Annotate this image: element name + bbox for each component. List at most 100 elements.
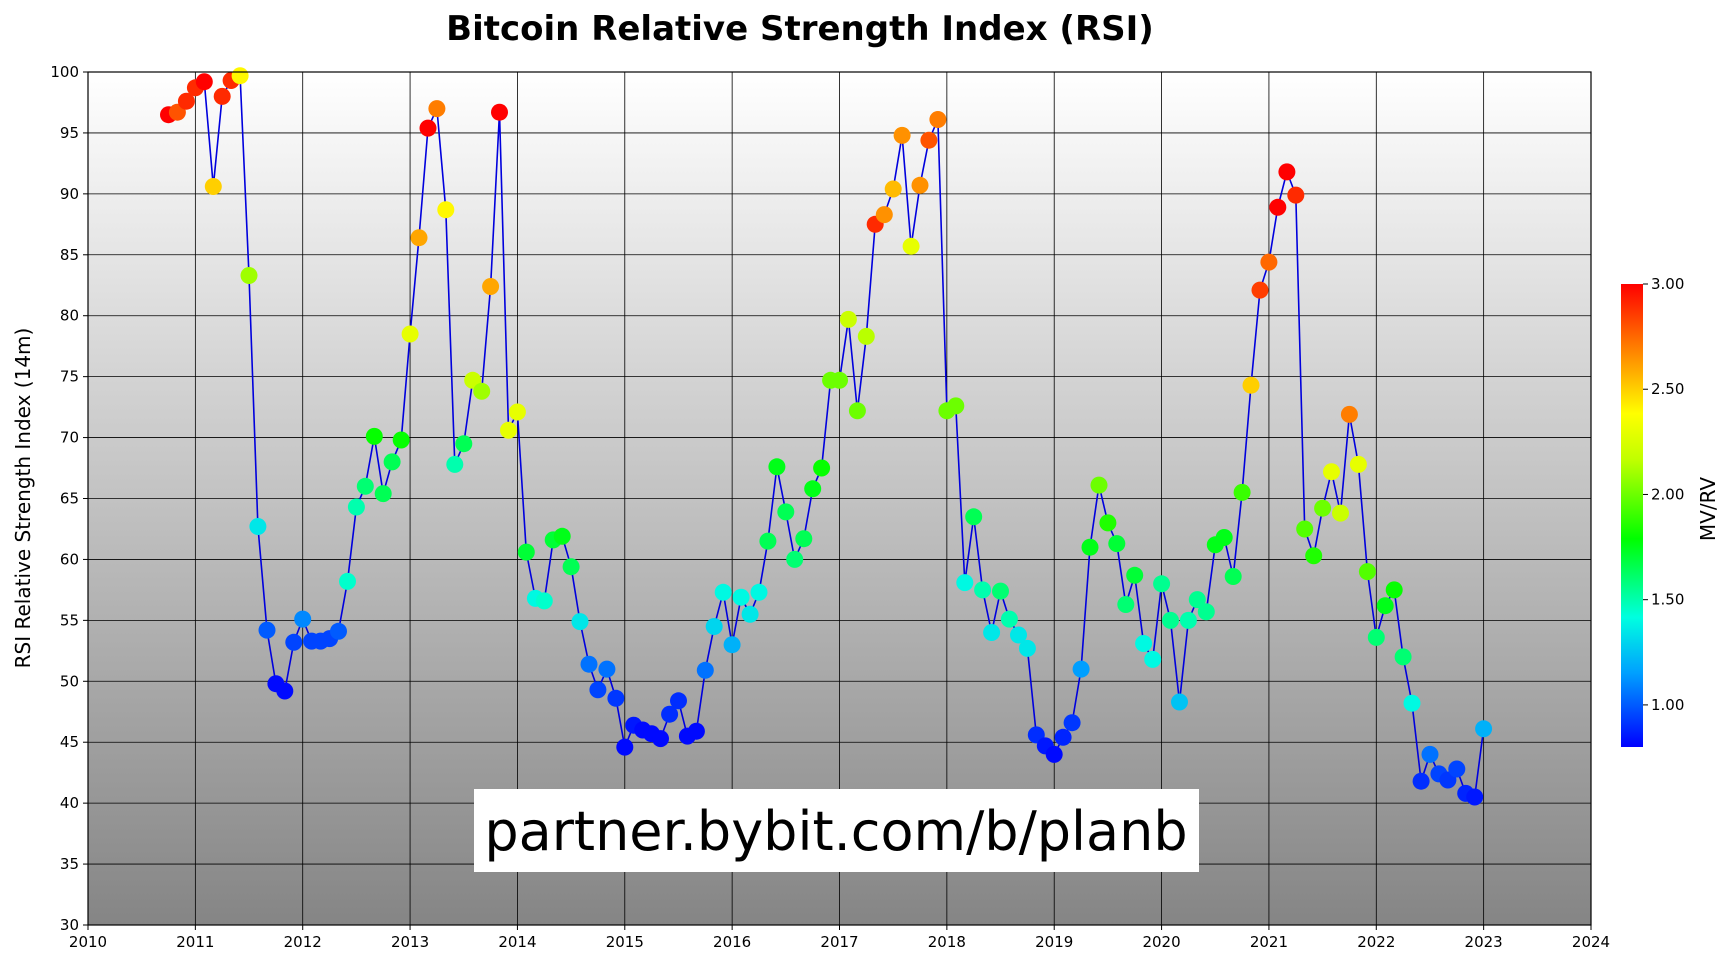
data-point: [1385, 581, 1403, 599]
data-point: [1153, 575, 1171, 593]
data-point: [1367, 628, 1385, 646]
data-point: [1233, 483, 1251, 501]
data-point: [804, 480, 822, 498]
y-axis-label: RSI Relative Strength Index (14m): [11, 328, 35, 669]
data-point: [500, 421, 517, 439]
data-point: [759, 532, 777, 550]
rsi-points: [160, 67, 1493, 806]
data-point: [1403, 694, 1421, 712]
data-point: [285, 633, 303, 651]
data-point: [383, 453, 401, 471]
x-tick-label: 2013: [391, 933, 429, 951]
data-point: [473, 382, 491, 400]
data-point: [1340, 405, 1358, 423]
rsi-line: [168, 74, 1485, 799]
data-point: [249, 518, 267, 535]
data-point: [598, 660, 616, 678]
y-tick-label: 85: [60, 246, 79, 264]
data-point: [231, 67, 249, 85]
x-tick-label: 2011: [176, 933, 214, 951]
data-point: [508, 403, 526, 421]
data-point: [195, 73, 213, 91]
data-point: [839, 310, 857, 328]
data-point: [616, 738, 634, 756]
data-point: [705, 618, 723, 635]
data-point: [1278, 163, 1296, 181]
data-point: [902, 237, 920, 255]
data-point: [1144, 650, 1162, 668]
data-point: [884, 180, 902, 198]
x-tick-label: 2012: [284, 933, 322, 951]
data-point: [777, 503, 795, 521]
data-point: [553, 527, 571, 545]
y-tick-label: 100: [50, 63, 79, 81]
data-point: [1287, 186, 1305, 204]
data-point: [920, 131, 938, 149]
data-point: [294, 610, 312, 628]
data-point: [365, 427, 383, 445]
data-point: [956, 574, 974, 592]
data-point: [1475, 720, 1493, 738]
data-point: [401, 325, 419, 343]
data-point: [831, 371, 848, 389]
colorbar: 1.00 1.50 2.00 2.50 3.00 MV/RV: [1621, 275, 1720, 747]
data-point: [661, 705, 679, 723]
colorbar-tick-label: 3.00: [1651, 275, 1684, 293]
x-tick-label: 2019: [1035, 933, 1073, 951]
data-point: [1072, 660, 1090, 678]
colorbar-tick-label: 2.50: [1651, 380, 1684, 398]
data-point: [374, 485, 392, 503]
data-point: [768, 458, 786, 476]
data-point: [696, 661, 714, 679]
x-tick-label: 2018: [928, 933, 966, 951]
y-tick-label: 80: [60, 307, 79, 325]
data-point: [857, 327, 875, 345]
data-point: [1376, 597, 1394, 615]
y-tick-label: 35: [60, 855, 79, 873]
x-tick-label: 2020: [1142, 933, 1180, 951]
data-point: [1126, 566, 1144, 584]
data-point: [428, 100, 446, 118]
data-point: [1000, 610, 1018, 628]
data-point: [1448, 760, 1466, 778]
data-point: [786, 550, 804, 568]
data-point: [1242, 376, 1260, 394]
data-point: [652, 730, 669, 748]
data-point: [1054, 728, 1072, 746]
y-tick-label: 90: [60, 185, 79, 203]
data-point: [535, 592, 553, 610]
colorbar-tick-label: 1.50: [1651, 591, 1684, 609]
data-point: [1421, 745, 1439, 763]
data-point: [1314, 499, 1332, 517]
data-point: [571, 613, 589, 631]
data-point: [347, 498, 365, 516]
data-point: [1010, 626, 1027, 644]
x-tick-label: 2017: [820, 933, 858, 951]
data-point: [1171, 693, 1188, 711]
data-point: [1251, 281, 1269, 299]
data-point: [947, 397, 965, 415]
watermark-box: partner.bybit.com/b/planb: [474, 789, 1199, 872]
x-tick-label: 2015: [606, 933, 644, 951]
data-point: [1162, 611, 1179, 629]
data-point: [1260, 253, 1278, 271]
data-point: [974, 581, 992, 599]
data-point: [1269, 198, 1287, 216]
data-point: [732, 588, 750, 606]
x-tick-label: 2014: [498, 933, 536, 951]
data-point: [213, 87, 231, 105]
data-point: [1224, 568, 1242, 585]
data-point: [750, 583, 768, 601]
data-point: [1135, 635, 1153, 652]
data-point: [848, 402, 866, 420]
data-point: [1296, 520, 1314, 538]
plot-frame: [87, 71, 1592, 926]
data-point: [330, 622, 347, 640]
data-point: [607, 689, 625, 707]
data-point: [983, 624, 1001, 641]
data-point: [714, 583, 732, 601]
data-point: [687, 722, 705, 740]
data-point: [1358, 563, 1376, 581]
x-tick-label: 2024: [1572, 933, 1610, 951]
